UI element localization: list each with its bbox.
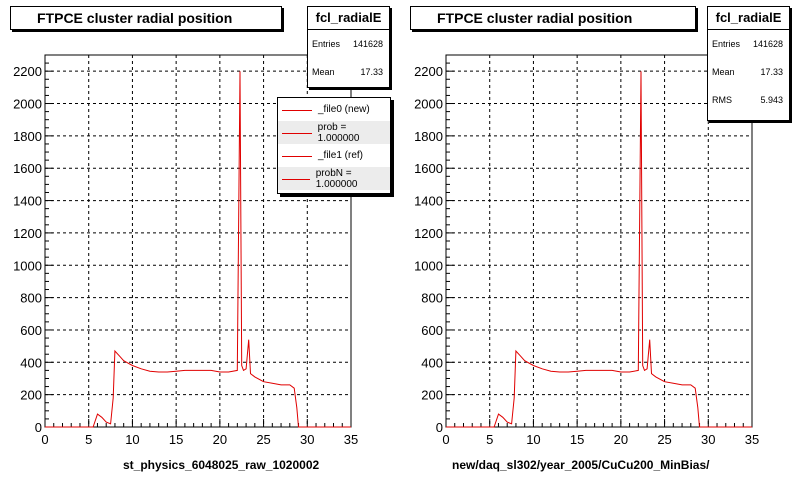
right-stats-label: Mean bbox=[712, 67, 735, 77]
right-x-axis-label: new/daq_sl302/year_2005/CuCu200_MinBias/ bbox=[452, 458, 710, 472]
right-stats-row: Mean 17.33 bbox=[708, 58, 789, 86]
right-series-line bbox=[446, 71, 752, 428]
right-chart-title: FTPCE cluster radial position bbox=[437, 10, 633, 26]
right-x-tick-label: 25 bbox=[657, 432, 671, 447]
legend-entry: _file1 (ref) bbox=[278, 144, 390, 167]
right-stats-row: RMS 5.943 bbox=[708, 86, 789, 114]
right-y-tick-label: 800 bbox=[421, 291, 443, 306]
right-x-tick-label: 20 bbox=[614, 432, 628, 447]
right-y-tick-label: 2200 bbox=[414, 64, 443, 79]
right-y-tick-label: 1200 bbox=[414, 226, 443, 241]
legend-swatch bbox=[282, 128, 312, 138]
left-chart-title: FTPCE cluster radial position bbox=[37, 10, 233, 26]
right-y-tick-label: 0 bbox=[436, 420, 443, 435]
legend-swatch bbox=[282, 151, 312, 161]
right-stats-value: 141628 bbox=[752, 39, 783, 49]
left-stats-label: Entries bbox=[312, 39, 341, 49]
left-y-tick-label: 2200 bbox=[13, 64, 42, 79]
right-y-tick-label: 200 bbox=[421, 388, 443, 403]
left-y-tick-label: 2000 bbox=[13, 97, 42, 112]
left-x-tick-label: 30 bbox=[300, 432, 314, 447]
right-x-tick-label: 5 bbox=[486, 432, 493, 447]
right-y-tick-label: 1000 bbox=[414, 258, 443, 273]
right-stats-name: fcl_radialE bbox=[708, 7, 789, 30]
right-chart-title-box: FTPCE cluster radial position bbox=[410, 6, 696, 30]
legend-entry: _file0 (new) bbox=[278, 98, 390, 121]
right-stats-label: RMS bbox=[712, 95, 732, 105]
left-y-tick-label: 800 bbox=[20, 291, 42, 306]
right-stats-value: 5.943 bbox=[760, 95, 783, 105]
left-series-line bbox=[45, 71, 351, 428]
left-stats-box: fcl_radialE Entries 141628 Mean 17.33 bbox=[307, 6, 390, 88]
right-x-tick-label: 10 bbox=[526, 432, 540, 447]
left-legend-box: _file0 (new) prob = 1.000000 _file1 (ref… bbox=[277, 97, 391, 194]
left-y-tick-label: 1200 bbox=[13, 226, 42, 241]
left-y-tick-label: 1600 bbox=[13, 161, 42, 176]
left-y-tick-label: 200 bbox=[20, 388, 42, 403]
legend-swatch bbox=[282, 105, 312, 115]
left-stats-name: fcl_radialE bbox=[308, 7, 389, 30]
left-stats-label: Mean bbox=[312, 67, 335, 77]
right-y-tick-label: 400 bbox=[421, 355, 443, 370]
left-x-axis-label: st_physics_6048025_raw_1020002 bbox=[123, 458, 320, 472]
left-x-tick-label: 5 bbox=[85, 432, 92, 447]
legend-swatch bbox=[282, 174, 310, 184]
right-stats-row: Entries 141628 bbox=[708, 30, 789, 58]
right-x-tick-label: 15 bbox=[570, 432, 584, 447]
left-stats-value: 141628 bbox=[352, 39, 383, 49]
right-y-tick-label: 600 bbox=[421, 323, 443, 338]
left-x-tick-label: 25 bbox=[256, 432, 270, 447]
left-chart-title-box: FTPCE cluster radial position bbox=[10, 6, 282, 30]
right-x-tick-label: 30 bbox=[701, 432, 715, 447]
left-x-tick-label: 0 bbox=[41, 432, 48, 447]
legend-label: _file1 (ref) bbox=[318, 150, 364, 161]
right-y-tick-label: 1800 bbox=[414, 129, 443, 144]
right-stats-label: Entries bbox=[712, 39, 741, 49]
right-x-tick-label: 0 bbox=[442, 432, 449, 447]
right-y-tick-label: 1600 bbox=[414, 161, 443, 176]
left-y-tick-label: 1400 bbox=[13, 194, 42, 209]
left-stats-row: Entries 141628 bbox=[308, 30, 389, 58]
left-x-tick-label: 10 bbox=[125, 432, 139, 447]
left-y-tick-label: 0 bbox=[35, 420, 42, 435]
legend-entry: prob = 1.000000 bbox=[278, 121, 390, 144]
left-stats-value: 17.33 bbox=[360, 67, 383, 77]
legend-label: _file0 (new) bbox=[318, 104, 370, 115]
legend-label: probN = 1.000000 bbox=[315, 167, 358, 190]
left-stats-row: Mean 17.33 bbox=[308, 58, 389, 86]
right-y-tick-label: 1400 bbox=[414, 194, 443, 209]
legend-label: prob = 1.000000 bbox=[317, 121, 360, 144]
left-y-tick-label: 1000 bbox=[13, 258, 42, 273]
right-stats-value: 17.33 bbox=[760, 67, 783, 77]
left-y-tick-label: 600 bbox=[20, 323, 42, 338]
left-x-tick-label: 15 bbox=[169, 432, 183, 447]
right-x-tick-label: 35 bbox=[745, 432, 759, 447]
left-x-tick-label: 20 bbox=[213, 432, 227, 447]
right-y-tick-label: 2000 bbox=[414, 97, 443, 112]
right-stats-box: fcl_radialE Entries 141628 Mean 17.33 RM… bbox=[707, 6, 790, 121]
left-y-tick-label: 1800 bbox=[13, 129, 42, 144]
legend-entry: probN = 1.000000 bbox=[278, 167, 390, 190]
left-x-tick-label: 35 bbox=[344, 432, 358, 447]
left-y-tick-label: 400 bbox=[20, 355, 42, 370]
